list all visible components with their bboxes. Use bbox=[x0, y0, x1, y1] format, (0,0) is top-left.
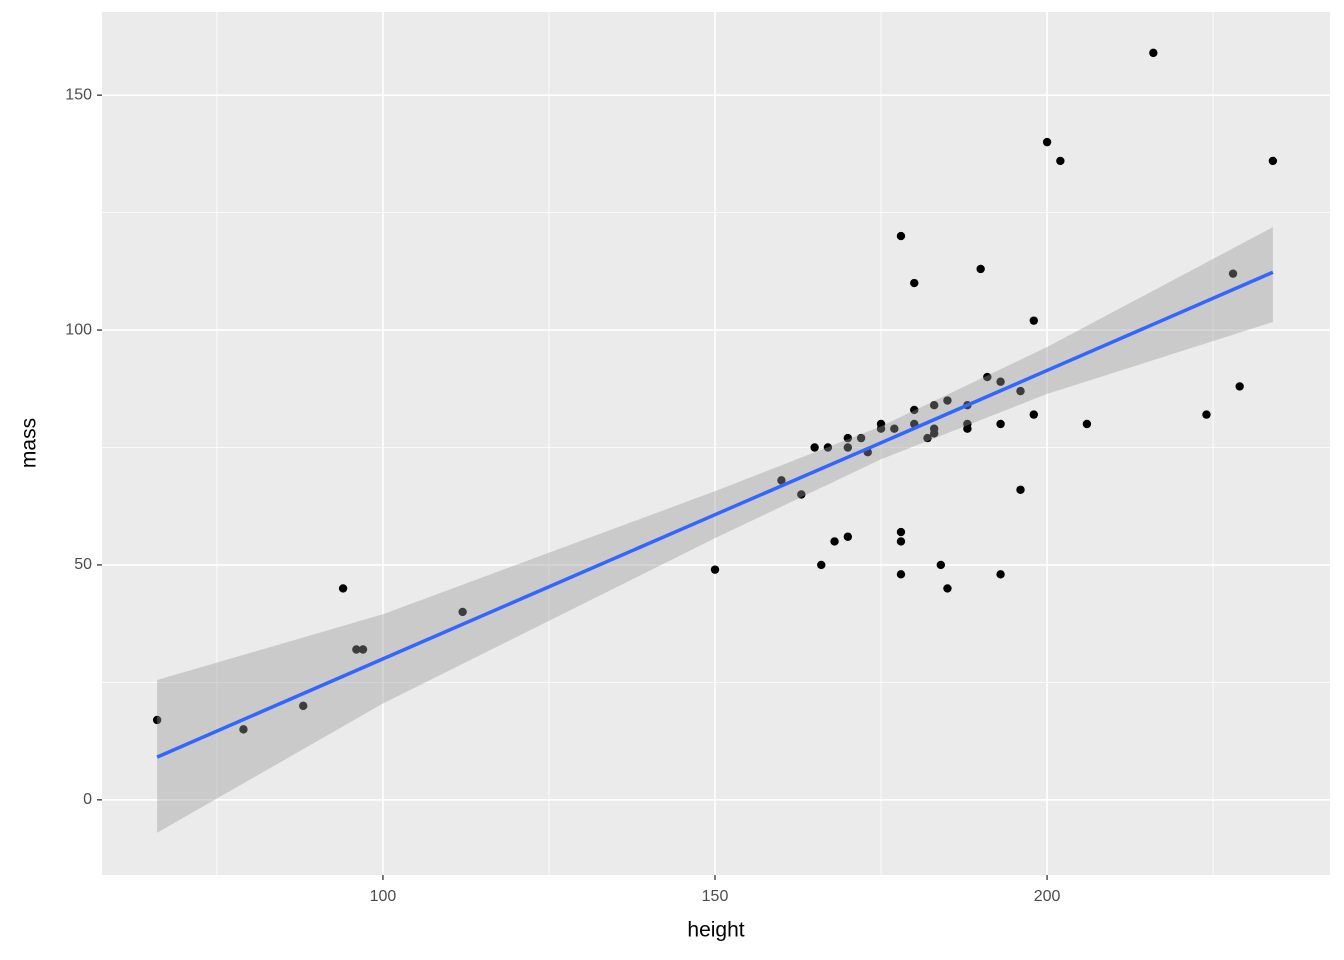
point bbox=[843, 443, 853, 452]
point bbox=[1228, 269, 1238, 278]
point bbox=[1268, 156, 1278, 166]
x-axis-title: height bbox=[687, 919, 744, 942]
point bbox=[1056, 156, 1065, 166]
point bbox=[976, 264, 985, 274]
point bbox=[923, 433, 932, 443]
point bbox=[1029, 410, 1038, 419]
point bbox=[910, 405, 919, 415]
point bbox=[1235, 382, 1244, 391]
point bbox=[797, 490, 806, 499]
point bbox=[843, 532, 853, 541]
point bbox=[338, 584, 348, 593]
point bbox=[710, 565, 720, 574]
y-tick-label: 0 bbox=[83, 791, 92, 808]
x-tick-label: 100 bbox=[370, 888, 397, 905]
point bbox=[830, 537, 839, 546]
y-tick-label: 100 bbox=[65, 321, 92, 338]
point bbox=[1016, 386, 1025, 396]
point bbox=[299, 701, 308, 711]
panel bbox=[102, 12, 1330, 875]
point bbox=[1149, 48, 1158, 58]
point bbox=[152, 715, 162, 725]
point bbox=[910, 278, 919, 288]
point bbox=[943, 396, 952, 405]
point bbox=[358, 645, 368, 654]
x-tick-label: 150 bbox=[702, 888, 729, 905]
point bbox=[963, 424, 972, 433]
y-axis-title: mass bbox=[18, 418, 41, 468]
point bbox=[1202, 410, 1211, 419]
point bbox=[817, 560, 826, 570]
point bbox=[1016, 485, 1025, 494]
point bbox=[458, 607, 467, 617]
y-tick-label: 150 bbox=[65, 86, 92, 103]
point bbox=[856, 433, 866, 443]
point bbox=[896, 527, 906, 537]
point bbox=[1082, 419, 1092, 429]
point bbox=[896, 570, 906, 579]
point bbox=[996, 570, 1005, 579]
point bbox=[890, 424, 899, 433]
point bbox=[352, 645, 361, 654]
point bbox=[996, 419, 1005, 429]
point bbox=[1042, 137, 1052, 147]
point bbox=[876, 424, 886, 433]
point bbox=[983, 372, 992, 382]
point bbox=[810, 443, 819, 452]
x-tick-label: 200 bbox=[1034, 888, 1061, 905]
point bbox=[896, 231, 906, 241]
point bbox=[943, 584, 952, 593]
y-tick-label: 50 bbox=[74, 556, 92, 573]
confidence-band bbox=[157, 227, 1273, 833]
point bbox=[896, 537, 906, 546]
point bbox=[1029, 316, 1038, 325]
point bbox=[239, 725, 248, 734]
point bbox=[843, 433, 853, 443]
point bbox=[929, 429, 939, 438]
regression-line bbox=[156, 270, 1274, 759]
point bbox=[936, 560, 946, 570]
point bbox=[823, 443, 833, 452]
point bbox=[777, 476, 786, 485]
point bbox=[996, 377, 1005, 386]
point bbox=[929, 401, 939, 410]
